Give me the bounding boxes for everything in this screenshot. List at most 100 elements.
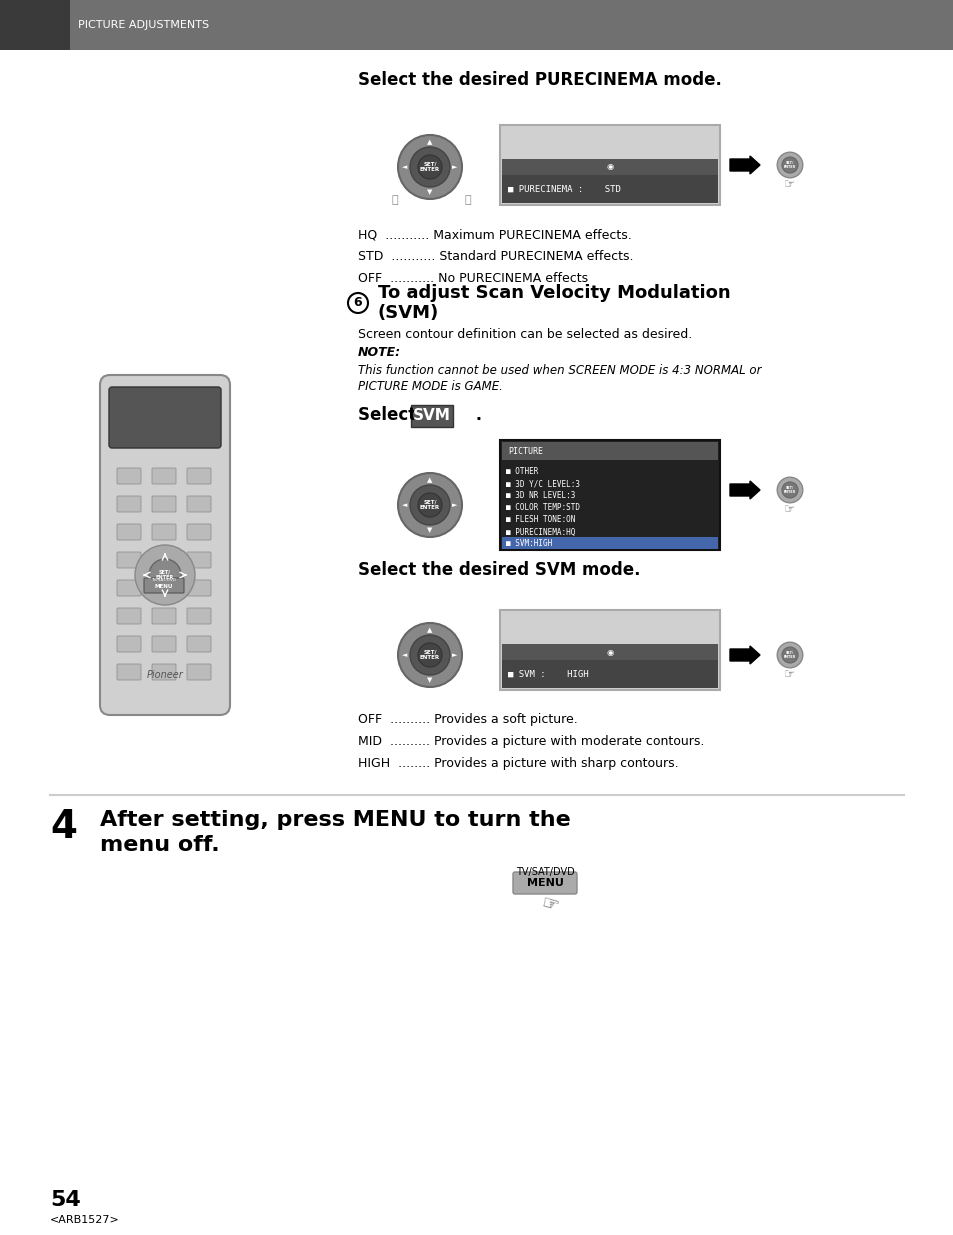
Circle shape xyxy=(135,545,194,605)
FancyBboxPatch shape xyxy=(187,608,211,624)
FancyBboxPatch shape xyxy=(411,405,453,427)
Text: ■ SVM :    HIGH: ■ SVM : HIGH xyxy=(507,669,588,678)
Text: Pioneer: Pioneer xyxy=(147,671,183,680)
Circle shape xyxy=(397,135,461,199)
Text: ■ 3D NR LEVEL:3: ■ 3D NR LEVEL:3 xyxy=(505,492,575,500)
FancyBboxPatch shape xyxy=(152,552,175,568)
Text: HQ  ........... Maximum PURECINEMA effects.: HQ ........... Maximum PURECINEMA effect… xyxy=(357,228,631,242)
Text: ☞: ☞ xyxy=(783,668,795,682)
FancyArrow shape xyxy=(729,646,760,664)
Bar xyxy=(501,659,718,688)
Circle shape xyxy=(417,493,441,517)
Bar xyxy=(501,159,718,175)
FancyBboxPatch shape xyxy=(144,578,184,593)
Text: ▲: ▲ xyxy=(427,477,433,483)
Circle shape xyxy=(777,477,802,503)
Text: ■ PURECINEMA:HQ: ■ PURECINEMA:HQ xyxy=(505,527,575,536)
Text: Select: Select xyxy=(357,406,421,424)
Text: ►: ► xyxy=(452,501,457,508)
Text: ☞: ☞ xyxy=(783,504,795,516)
FancyBboxPatch shape xyxy=(152,664,175,680)
Text: MID  .......... Provides a picture with moderate contours.: MID .......... Provides a picture with m… xyxy=(357,736,703,748)
Circle shape xyxy=(417,156,441,179)
Text: ▲: ▲ xyxy=(427,627,433,634)
FancyArrow shape xyxy=(729,156,760,174)
Text: TV/SAT/DVD: TV/SAT/DVD xyxy=(152,578,176,582)
Text: MENU: MENU xyxy=(154,583,173,589)
Text: menu off.: menu off. xyxy=(100,835,219,855)
FancyArrow shape xyxy=(729,480,760,499)
Text: ■ EXIT: ■ EXIT xyxy=(505,552,533,561)
FancyBboxPatch shape xyxy=(187,496,211,513)
Circle shape xyxy=(410,485,450,525)
Circle shape xyxy=(781,647,797,663)
Text: MENU: MENU xyxy=(526,878,563,888)
Text: 54: 54 xyxy=(50,1191,81,1210)
Circle shape xyxy=(777,152,802,178)
Text: ►: ► xyxy=(452,652,457,658)
FancyBboxPatch shape xyxy=(100,375,230,715)
Text: SET/
ENTER: SET/ ENTER xyxy=(155,569,173,580)
Text: .: . xyxy=(470,406,481,424)
Text: ■ SVM:HIGH: ■ SVM:HIGH xyxy=(505,540,552,548)
Text: SET/
ENTER: SET/ ENTER xyxy=(419,500,439,510)
Text: ▲: ▲ xyxy=(427,140,433,144)
FancyBboxPatch shape xyxy=(513,872,577,894)
Text: ✋: ✋ xyxy=(392,195,398,205)
Text: 4: 4 xyxy=(50,808,77,846)
Text: To adjust Scan Velocity Modulation: To adjust Scan Velocity Modulation xyxy=(377,284,730,303)
Circle shape xyxy=(410,635,450,676)
Bar xyxy=(501,537,718,550)
Text: ►: ► xyxy=(452,164,457,170)
Text: Select the desired SVM mode.: Select the desired SVM mode. xyxy=(357,561,639,579)
Text: ◄: ◄ xyxy=(402,164,407,170)
Text: After setting, press MENU to turn the: After setting, press MENU to turn the xyxy=(100,810,570,830)
Bar xyxy=(499,440,720,550)
Circle shape xyxy=(397,473,461,537)
Text: ✋: ✋ xyxy=(464,195,471,205)
Circle shape xyxy=(410,147,450,186)
Text: 6: 6 xyxy=(354,296,362,310)
FancyBboxPatch shape xyxy=(187,524,211,540)
FancyBboxPatch shape xyxy=(152,468,175,484)
FancyBboxPatch shape xyxy=(117,496,141,513)
Bar xyxy=(499,610,720,690)
Text: ☞: ☞ xyxy=(783,179,795,191)
FancyBboxPatch shape xyxy=(117,608,141,624)
Text: Select the desired PURECINEMA mode.: Select the desired PURECINEMA mode. xyxy=(357,70,721,89)
Bar xyxy=(501,175,718,203)
Circle shape xyxy=(417,643,441,667)
Circle shape xyxy=(777,642,802,668)
FancyBboxPatch shape xyxy=(187,468,211,484)
Text: NOTE:: NOTE: xyxy=(357,346,400,358)
Text: <ARB1527>: <ARB1527> xyxy=(50,1215,120,1225)
Text: SET/
ENTER: SET/ ENTER xyxy=(419,650,439,661)
FancyBboxPatch shape xyxy=(187,552,211,568)
Text: HIGH  ........ Provides a picture with sharp contours.: HIGH ........ Provides a picture with sh… xyxy=(357,757,678,771)
Circle shape xyxy=(397,622,461,687)
FancyBboxPatch shape xyxy=(117,468,141,484)
Bar xyxy=(499,125,720,205)
FancyBboxPatch shape xyxy=(117,524,141,540)
Bar xyxy=(70,0,953,49)
Text: PICTURE: PICTURE xyxy=(507,447,542,456)
Text: ☞: ☞ xyxy=(538,894,560,916)
FancyBboxPatch shape xyxy=(117,664,141,680)
Text: SET/
ENTER: SET/ ENTER xyxy=(783,485,796,494)
Circle shape xyxy=(348,293,368,312)
Text: This function cannot be used when SCREEN MODE is 4:3 NORMAL or: This function cannot be used when SCREEN… xyxy=(357,363,760,377)
Bar xyxy=(501,442,718,459)
Text: STD  ........... Standard PURECINEMA effects.: STD ........... Standard PURECINEMA effe… xyxy=(357,251,633,263)
Text: ■ OTHER: ■ OTHER xyxy=(505,468,537,477)
FancyBboxPatch shape xyxy=(152,636,175,652)
Text: ■ COLOR TEMP:STD: ■ COLOR TEMP:STD xyxy=(505,504,579,513)
Text: OFF  .......... Provides a soft picture.: OFF .......... Provides a soft picture. xyxy=(357,714,578,726)
Text: SET/
ENTER: SET/ ENTER xyxy=(783,651,796,659)
Text: ▼: ▼ xyxy=(427,189,433,195)
FancyBboxPatch shape xyxy=(187,664,211,680)
FancyBboxPatch shape xyxy=(109,387,221,448)
Text: ▼: ▼ xyxy=(427,677,433,683)
Text: ▼: ▼ xyxy=(427,527,433,534)
FancyBboxPatch shape xyxy=(187,636,211,652)
FancyBboxPatch shape xyxy=(187,580,211,597)
